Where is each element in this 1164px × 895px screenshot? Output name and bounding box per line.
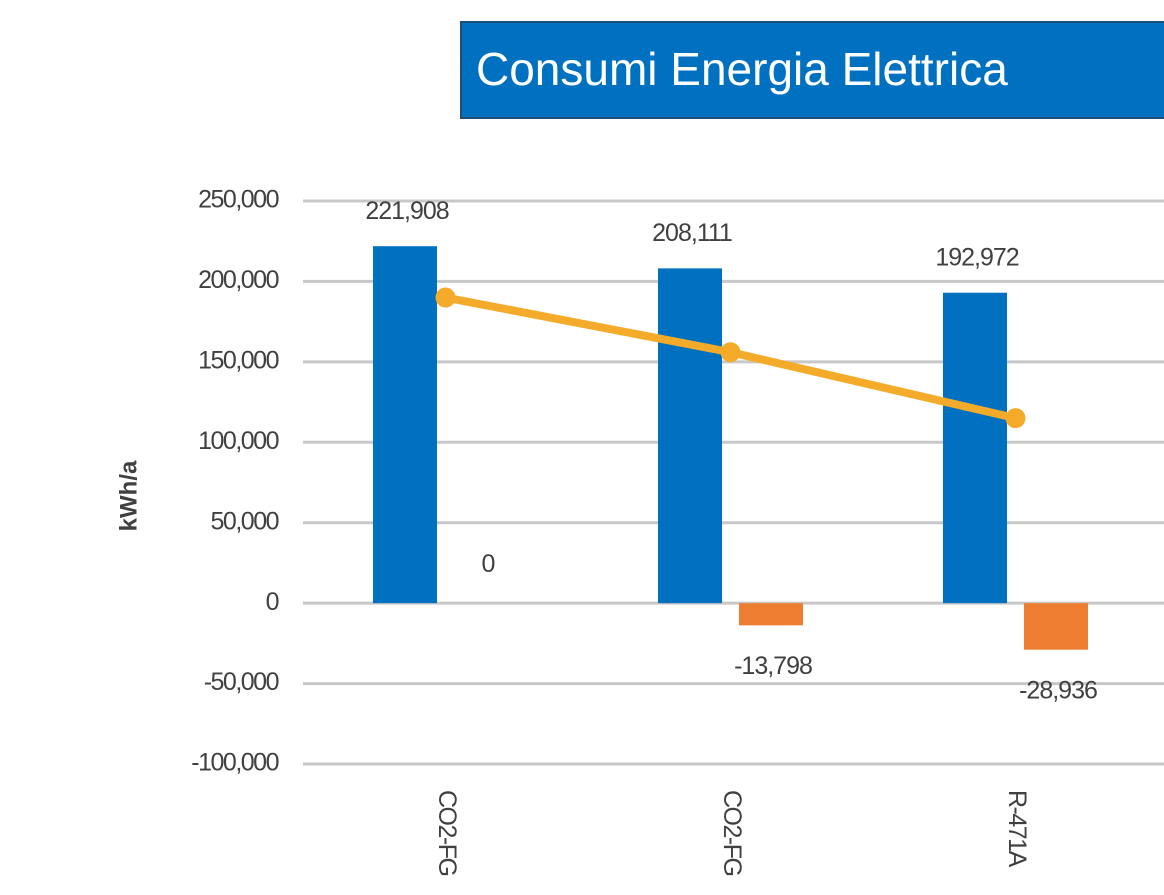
- line-marker: [720, 342, 741, 363]
- data-label: -28,936: [1019, 676, 1097, 704]
- x-tick-label: CO2-FG: [718, 790, 746, 876]
- y-tick-label: 100,000: [198, 427, 278, 455]
- data-label: -13,798: [734, 652, 812, 680]
- line-marker: [1005, 408, 1026, 429]
- line-marker: [435, 287, 456, 308]
- bar: [739, 603, 803, 626]
- bar: [943, 292, 1007, 604]
- data-label: 221,908: [365, 197, 448, 225]
- bar: [658, 268, 722, 604]
- y-axis-label: kWh/a: [115, 460, 142, 531]
- data-label: 0: [482, 550, 495, 578]
- x-tick-label: CO2-FG: [433, 790, 461, 876]
- y-tick-label: 250,000: [198, 186, 278, 214]
- bar: [373, 246, 437, 604]
- y-tick-label: 50,000: [211, 507, 279, 535]
- data-label: 208,111: [652, 219, 732, 247]
- y-tick-label: 150,000: [198, 346, 278, 374]
- y-tick-label: 200,000: [198, 266, 278, 294]
- y-tick-label: 0: [266, 588, 279, 616]
- x-tick-label: R-471A: [1003, 790, 1031, 868]
- y-tick-label: -100,000: [191, 749, 278, 777]
- bar: [1024, 603, 1088, 650]
- y-tick-label: -50,000: [204, 668, 279, 696]
- title-box: [460, 21, 1164, 119]
- data-label: 192,972: [935, 243, 1018, 271]
- chart-title: Consumi Energia Elettrica: [476, 43, 1008, 95]
